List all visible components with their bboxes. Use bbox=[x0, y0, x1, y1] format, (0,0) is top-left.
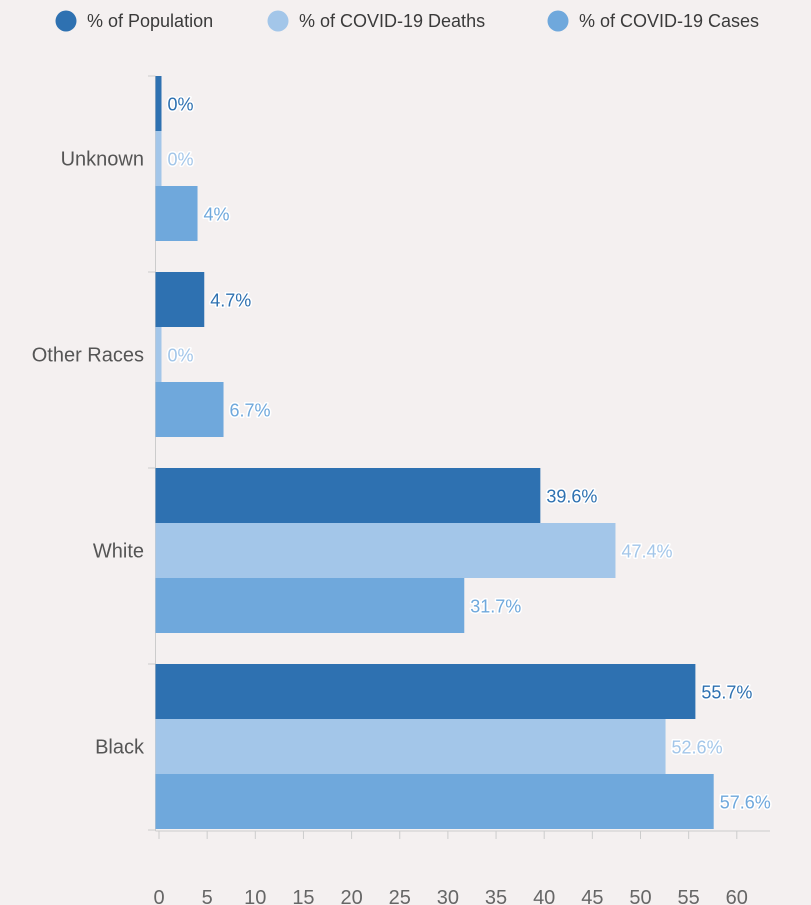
legend-item-of-covid-19-cases[interactable]: % of COVID-19 Cases bbox=[547, 10, 760, 32]
legend-label-of-covid-19-deaths: % of COVID-19 Deaths bbox=[299, 11, 485, 31]
x-tick-label: 15 bbox=[292, 887, 314, 905]
bar-black-of-covid-19-cases[interactable] bbox=[155, 774, 714, 829]
data-label-other-races-of-covid-19-deaths: 0% bbox=[168, 346, 194, 366]
data-label-unknown-of-covid-19-deaths: 0% bbox=[168, 150, 194, 170]
data-label-other-races-of-covid-19-cases: 6.7% bbox=[230, 401, 271, 421]
axes: Unknown Other Races White Black 0 5 10 15 20 25 30… bbox=[32, 75, 770, 905]
category-label-white: White bbox=[93, 541, 144, 563]
category-label-unknown: Unknown bbox=[61, 149, 144, 171]
data-label-black-of-covid-19-deaths: 52.6% bbox=[672, 738, 723, 758]
x-tick-label: 45 bbox=[581, 887, 603, 905]
x-tick-label: 55 bbox=[678, 887, 700, 905]
x-tick-label: 10 bbox=[244, 887, 266, 905]
bar-unknown-of-population[interactable] bbox=[155, 76, 162, 131]
legend-swatch-of-covid-19-deaths bbox=[267, 10, 289, 32]
bar-white-of-covid-19-cases[interactable] bbox=[155, 578, 465, 633]
category-label-other-races: Other Races bbox=[32, 345, 144, 367]
bar-white-of-covid-19-deaths[interactable] bbox=[155, 523, 616, 578]
data-label-white-of-covid-19-cases: 31.7% bbox=[470, 597, 521, 617]
bar-unknown-of-covid-19-cases[interactable] bbox=[155, 186, 198, 241]
legend-item-of-covid-19-deaths[interactable]: % of COVID-19 Deaths bbox=[267, 10, 486, 32]
legend-swatch-of-covid-19-cases bbox=[547, 10, 569, 32]
data-label-white-of-population: 39.6% bbox=[546, 487, 597, 507]
x-tick-label: 35 bbox=[485, 887, 507, 905]
bar-white-of-population[interactable] bbox=[155, 468, 541, 523]
data-label-unknown-of-covid-19-cases: 4% bbox=[204, 205, 230, 225]
x-tick-label: 40 bbox=[533, 887, 555, 905]
legend-label-of-covid-19-cases: % of COVID-19 Cases bbox=[579, 11, 759, 31]
data-label-white-of-covid-19-deaths: 47.4% bbox=[621, 542, 672, 562]
bar-other-races-of-covid-19-cases[interactable] bbox=[155, 382, 224, 437]
x-tick-label: 0 bbox=[153, 887, 164, 905]
legend: % of Population % of COVID-19 Deaths % of … bbox=[55, 10, 760, 32]
x-tick-label: 20 bbox=[340, 887, 362, 905]
legend-swatch-of-population bbox=[55, 10, 77, 32]
legend-item-of-population[interactable]: % of Population bbox=[55, 10, 214, 32]
category-label-black: Black bbox=[95, 737, 145, 759]
bar-other-races-of-population[interactable] bbox=[155, 272, 205, 327]
bar-unknown-of-covid-19-deaths[interactable] bbox=[155, 131, 162, 186]
bar-black-of-covid-19-deaths[interactable] bbox=[155, 719, 666, 774]
bars bbox=[155, 76, 714, 829]
data-label-black-of-covid-19-cases: 57.6% bbox=[720, 793, 771, 813]
x-tick-label: 30 bbox=[437, 887, 459, 905]
legend-label-of-population: % of Population bbox=[87, 11, 213, 31]
x-tick-label: 25 bbox=[389, 887, 411, 905]
data-labels: 0% 0% 4% 4.7% 0% 6.7% 39.6% 47.4% 31.7% 55.7% 52.6… bbox=[166, 93, 772, 814]
data-label-other-races-of-population: 4.7% bbox=[210, 291, 251, 311]
bar-black-of-population[interactable] bbox=[155, 664, 696, 719]
data-label-black-of-population: 55.7% bbox=[701, 683, 752, 703]
x-tick-label: 5 bbox=[202, 887, 213, 905]
data-label-unknown-of-population: 0% bbox=[168, 95, 194, 115]
x-tick-label: 50 bbox=[629, 887, 651, 905]
bar-other-races-of-covid-19-deaths[interactable] bbox=[155, 327, 162, 382]
x-tick-label: 60 bbox=[726, 887, 748, 905]
